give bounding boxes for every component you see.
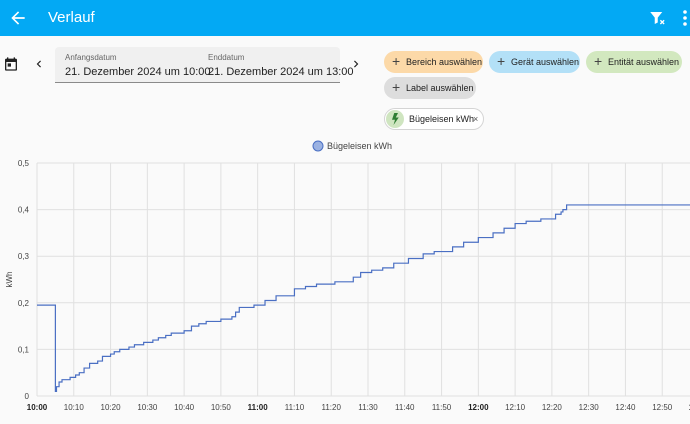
chart-grid <box>36 162 690 397</box>
plus-icon: + <box>497 53 506 69</box>
lightning-bolt-icon <box>386 110 404 128</box>
start-date[interactable]: Anfangsdatum 21. Dezember 2024 um 10:00 <box>65 53 211 79</box>
close-icon[interactable]: × <box>473 114 479 124</box>
x-tick-label: 10:50 <box>211 403 232 412</box>
x-tick-label: 11:10 <box>285 403 305 412</box>
dots-vertical-icon[interactable] <box>680 9 690 27</box>
chevron-left-icon[interactable] <box>32 57 46 71</box>
end-date[interactable]: Enddatum 21. Dezember 2024 um 13:00 <box>208 53 354 79</box>
x-tick-label: 10:00 <box>27 403 48 412</box>
x-tick-label: 10:20 <box>101 403 122 412</box>
select-device-chip[interactable]: + Gerät auswählen <box>489 51 580 73</box>
legend-label: Bügeleisen kWh <box>327 141 392 151</box>
date-range-picker[interactable]: Anfangsdatum 21. Dezember 2024 um 10:00 … <box>55 47 354 83</box>
x-tick-label: 13:00 <box>689 403 690 412</box>
selected-entity-chip[interactable]: Bügeleisen kWh × <box>384 108 484 130</box>
series-line-bugeleisen-kwh <box>37 204 690 392</box>
select-area-chip[interactable]: + Bereich auswählen <box>384 51 483 73</box>
y-axis-label: kWh <box>5 272 14 288</box>
y-tick-label: 0,5 <box>18 159 30 168</box>
plus-icon: + <box>392 53 401 69</box>
select-entity-chip[interactable]: + Entität auswählen <box>586 51 682 73</box>
plus-icon: + <box>594 53 603 69</box>
selected-entity-label: Bügeleisen kWh <box>409 114 475 124</box>
history-chart: 0 0,1 0,2 0,3 0,4 0,5 10:00 10:10 10:20 10:30 10:4… <box>5 140 690 412</box>
x-tick-label: 11:50 <box>432 403 452 412</box>
x-tick-label: 12:10 <box>505 403 526 412</box>
end-date-value: 21. Dezember 2024 um 13:00 <box>208 66 354 78</box>
chart-axes: 0 0,1 0,2 0,3 0,4 0,5 10:00 10:10 10:20 10:30 10:4… <box>5 159 690 412</box>
x-tick-label: 12:30 <box>579 403 600 412</box>
x-tick-label: 11:00 <box>248 403 269 412</box>
chart-legend[interactable]: Bügeleisen kWh <box>312 140 392 152</box>
x-tick-label: 12:20 <box>542 403 563 412</box>
y-tick-label: 0,4 <box>18 206 30 215</box>
select-label-label: Label auswählen <box>406 83 474 93</box>
y-tick-label: 0,1 <box>18 345 30 354</box>
y-tick-label: 0,2 <box>18 299 30 308</box>
x-tick-label: 12:50 <box>652 403 673 412</box>
legend-marker <box>312 140 324 152</box>
select-area-label: Bereich auswählen <box>406 57 483 67</box>
x-tick-label: 12:00 <box>468 403 489 412</box>
page-title: Verlauf <box>48 9 95 26</box>
end-date-label: Enddatum <box>208 53 245 62</box>
select-device-label: Gerät auswählen <box>511 57 580 67</box>
x-tick-label: 10:40 <box>174 403 195 412</box>
x-tick-label: 11:20 <box>322 403 342 412</box>
arrow-left-icon[interactable] <box>8 8 28 28</box>
select-label-chip[interactable]: + Label auswählen <box>384 77 476 99</box>
start-date-label: Anfangsdatum <box>65 53 117 62</box>
x-tick-label: 12:40 <box>615 403 636 412</box>
y-tick-label: 0 <box>25 392 30 401</box>
x-tick-label: 10:30 <box>137 403 158 412</box>
x-tick-label: 11:30 <box>358 403 378 412</box>
x-tick-label: 11:40 <box>395 403 415 412</box>
y-tick-label: 0,3 <box>18 252 30 261</box>
plus-icon: + <box>392 79 401 95</box>
x-tick-label: 10:10 <box>64 403 85 412</box>
chart-series <box>37 204 690 392</box>
app-bar: Verlauf <box>0 0 690 36</box>
calendar-icon[interactable] <box>3 56 19 72</box>
select-entity-label: Entität auswählen <box>608 57 680 67</box>
chevron-right-icon[interactable] <box>349 57 363 71</box>
start-date-value: 21. Dezember 2024 um 10:00 <box>65 66 211 78</box>
filter-remove-icon[interactable] <box>648 9 666 27</box>
